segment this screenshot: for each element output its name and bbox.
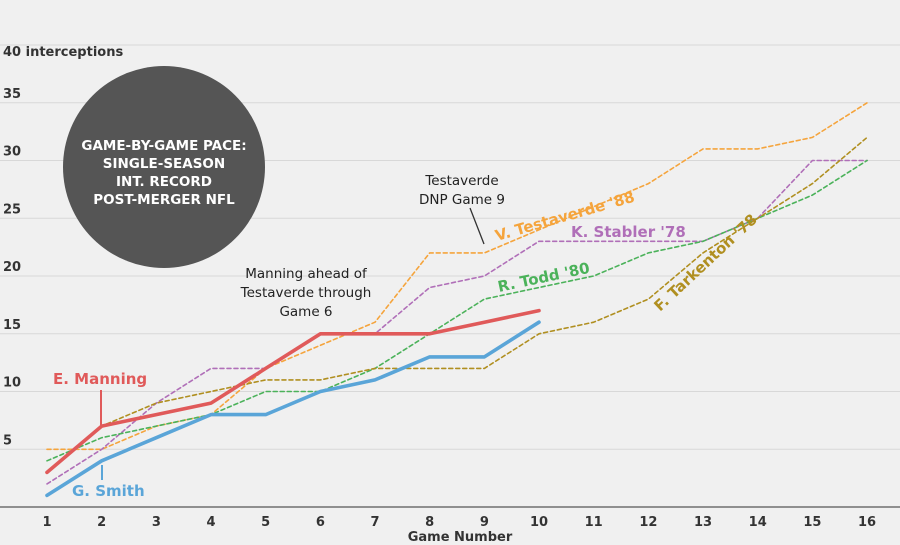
- x-tick-label: 14: [749, 515, 767, 530]
- x-tick-label: 1: [42, 515, 51, 530]
- x-tick-label: 12: [639, 515, 657, 530]
- x-tick-label: 15: [803, 515, 821, 530]
- annotation-manning: Manning ahead of Testaverde through Game…: [240, 266, 372, 320]
- y-tick-label: 30: [3, 145, 21, 160]
- x-tick-label: 13: [694, 515, 712, 530]
- y-tick-label: 5: [3, 433, 12, 448]
- x-tick-label: 7: [370, 515, 379, 530]
- series-label-manning: E. Manning: [53, 370, 147, 388]
- y-tick-label: 20: [3, 260, 21, 275]
- annotation-line: Manning ahead of: [245, 266, 368, 282]
- series-line-smith: [45, 320, 541, 498]
- title-badge: GAME-BY-GAME PACE: SINGLE-SEASON INT. RE…: [63, 66, 265, 268]
- x-tick-label: 2: [97, 515, 106, 530]
- series-label-stabler: K. Stabler '78: [571, 223, 686, 241]
- title-badge-line: INT. RECORD: [116, 174, 212, 190]
- y-tick-label: 35: [3, 87, 21, 102]
- gridlines: [0, 44, 900, 450]
- title-badge-circle: [63, 66, 265, 268]
- annotation-pointer: [469, 207, 485, 245]
- title-badge-line: GAME-BY-GAME PACE:: [81, 138, 246, 154]
- y-tick-label: 10: [3, 376, 21, 391]
- title-badge-line: POST-MERGER NFL: [93, 192, 235, 208]
- y-tick-label: 25: [3, 202, 21, 217]
- x-tick-label: 3: [152, 515, 161, 530]
- x-tick-label: 8: [425, 515, 434, 530]
- series-line-manning: [45, 308, 541, 475]
- annotation-line: DNP Game 9: [419, 192, 505, 208]
- x-tick-label: 16: [858, 515, 876, 530]
- x-tick-label: 5: [261, 515, 270, 530]
- x-tick-label: 6: [316, 515, 325, 530]
- x-tick-label: 4: [206, 515, 215, 530]
- annotation-line: Testaverde: [424, 173, 498, 189]
- x-tick-label: 11: [585, 515, 603, 530]
- y-tick-label: 15: [3, 318, 21, 333]
- series-line-stabler: [46, 159, 868, 485]
- annotation-line: Testaverde through: [240, 285, 372, 301]
- title-badge-line: SINGLE-SEASON: [103, 156, 225, 172]
- y-axis-label: 40 interceptions: [3, 45, 123, 60]
- x-tick-label: 9: [480, 515, 489, 530]
- series-line-tarkenton: [46, 136, 868, 474]
- series-line-todd: [46, 159, 868, 462]
- series-label-smith: G. Smith: [72, 482, 145, 500]
- x-tick-label: 10: [530, 515, 548, 530]
- annotation-line: Game 6: [279, 304, 332, 320]
- annotation-testaverde: Testaverde DNP Game 9: [419, 173, 505, 208]
- series-lines: [45, 102, 868, 498]
- x-axis-title: Game Number: [408, 530, 513, 545]
